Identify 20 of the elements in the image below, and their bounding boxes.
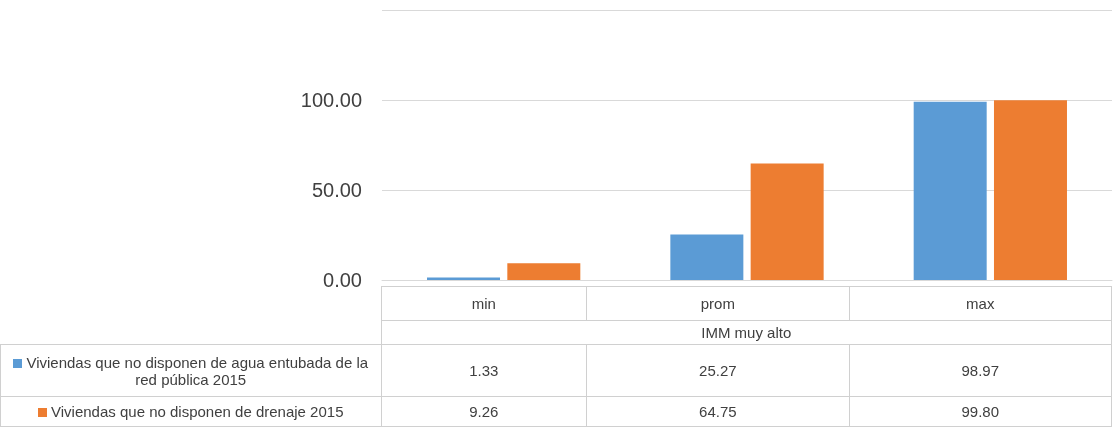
bar (507, 263, 581, 280)
bar (913, 101, 987, 280)
data-label: 25.27 (586, 344, 850, 397)
x-tick-label: max (849, 286, 1112, 321)
x-tick-label: prom (586, 286, 850, 321)
legend-label: Viviendas que no disponen de agua entubada de la red pública 2015 (25, 352, 370, 390)
y-tick-label: 100.00 (300, 89, 362, 111)
bar (993, 100, 1067, 280)
x-tick-label: min (381, 286, 587, 321)
bar (750, 163, 824, 280)
data-label: 1.33 (381, 344, 587, 397)
data-label: 64.75 (586, 396, 850, 427)
bar (670, 234, 744, 280)
y-tick-label: 50.00 (311, 179, 362, 201)
data-label: 99.80 (849, 396, 1112, 427)
data-label: 98.97 (849, 344, 1112, 397)
data-label: 9.26 (381, 396, 587, 427)
x-axis-title: IMM muy alto (381, 320, 1112, 345)
y-tick-label: 0.00 (323, 269, 362, 291)
legend-label: Viviendas que no disponen de drenaje 2015 (50, 402, 345, 422)
